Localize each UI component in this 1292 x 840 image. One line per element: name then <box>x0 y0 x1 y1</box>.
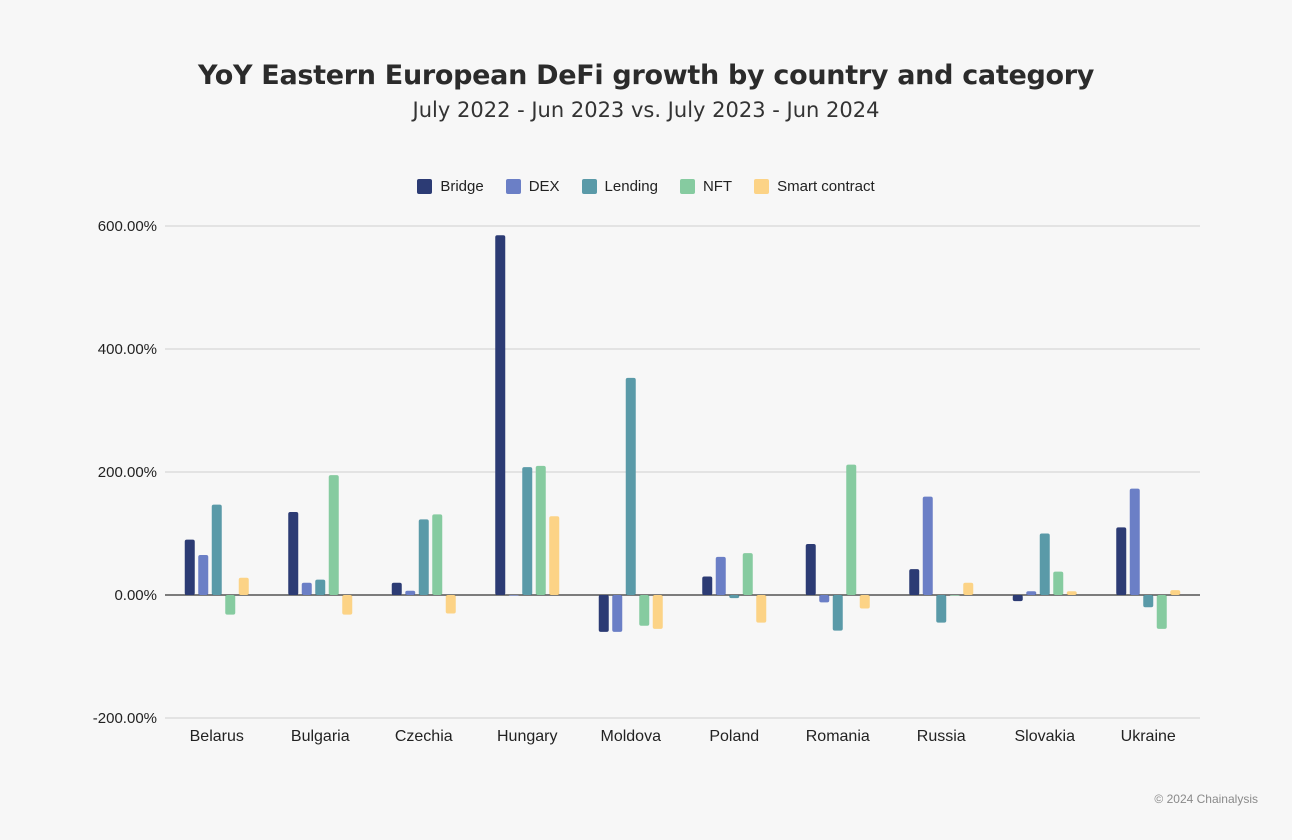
bar-nft-romania <box>846 464 857 595</box>
x-tick-label: Poland <box>709 728 759 745</box>
bar-nft-russia <box>949 595 960 596</box>
bar-bridge-moldova <box>598 595 609 632</box>
bar-dex-slovakia <box>1026 591 1037 595</box>
x-tick-label: Romania <box>806 728 870 745</box>
bar-bridge-russia <box>909 569 920 595</box>
y-tick-label: 400.00% <box>98 341 157 358</box>
x-tick-label: Belarus <box>190 728 244 745</box>
bar-lending-poland <box>729 595 740 599</box>
legend-swatch <box>581 179 597 194</box>
bar-dex-poland <box>715 556 726 595</box>
bar-lending-slovakia <box>1039 533 1050 595</box>
bar-lending-belarus <box>211 504 222 595</box>
bar-nft-moldova <box>639 595 650 626</box>
x-tick-label: Hungary <box>497 728 557 745</box>
bar-bridge-bulgaria <box>288 511 299 595</box>
copyright-text: © 2024 Chainalysis <box>1154 792 1258 806</box>
bar-dex-belarus <box>198 555 209 595</box>
legend-swatch <box>505 179 521 194</box>
bar-dex-moldova <box>612 595 623 632</box>
legend-item: NFT <box>679 178 733 195</box>
x-tick-label: Slovakia <box>1015 728 1076 745</box>
y-tick-label: 600.00% <box>98 218 157 235</box>
chart-subtitle: July 2022 - Jun 2023 vs. July 2023 - Jun… <box>412 98 880 122</box>
bar-nft-poland <box>742 553 753 595</box>
bar-bridge-ukraine <box>1116 527 1127 595</box>
bar-lending-romania <box>832 595 843 631</box>
legend-label: NFT <box>702 178 733 195</box>
bar-smart-contract-hungary <box>549 516 560 595</box>
bar-bridge-hungary <box>495 235 506 595</box>
legend-item: Lending <box>581 178 658 195</box>
legend-label: DEX <box>528 178 560 195</box>
bar-smart-contract-ukraine <box>1170 590 1181 595</box>
bar-nft-slovakia <box>1053 571 1064 595</box>
bar-smart-contract-russia <box>963 582 974 595</box>
legend-label: Bridge <box>440 178 484 195</box>
legend-swatch <box>417 179 433 194</box>
y-tick-label: 0.00% <box>114 587 157 604</box>
y-tick-label: 200.00% <box>98 464 157 481</box>
legend-label: Lending <box>604 178 658 195</box>
bar-lending-moldova <box>625 377 636 595</box>
y-tick-label: -200.00% <box>93 710 157 727</box>
bar-smart-contract-bulgaria <box>342 595 353 615</box>
bar-smart-contract-romania <box>859 595 870 609</box>
bar-bridge-belarus <box>184 539 195 595</box>
bar-dex-russia <box>922 496 933 595</box>
bar-smart-contract-slovakia <box>1066 591 1077 595</box>
x-tick-label: Czechia <box>395 728 453 745</box>
bar-lending-russia <box>936 595 947 623</box>
legend-item: Smart contract <box>754 178 875 195</box>
bar-nft-hungary <box>535 465 546 595</box>
legend-swatch <box>754 179 770 194</box>
bar-lending-ukraine <box>1143 595 1154 608</box>
bar-bridge-poland <box>702 576 713 595</box>
bar-nft-bulgaria <box>328 475 339 595</box>
bar-smart-contract-belarus <box>238 577 249 595</box>
legend-item: Bridge <box>417 178 484 195</box>
bar-dex-czechia <box>405 590 416 595</box>
bar-lending-hungary <box>522 467 533 595</box>
legend-item: DEX <box>505 178 560 195</box>
legend-label: Smart contract <box>777 178 875 195</box>
legend: Bridge DEX Lending NFT Smart contract <box>0 178 1292 195</box>
bar-lending-czechia <box>418 519 429 595</box>
bar-lending-bulgaria <box>315 579 326 595</box>
bar-smart-contract-moldova <box>652 595 663 629</box>
bar-dex-ukraine <box>1129 488 1140 595</box>
bar-smart-contract-poland <box>756 595 767 623</box>
x-tick-label: Moldova <box>601 728 662 745</box>
bar-bridge-czechia <box>391 582 402 595</box>
x-tick-label: Russia <box>917 728 966 745</box>
x-tick-label: Ukraine <box>1121 728 1176 745</box>
bar-bridge-romania <box>805 543 816 595</box>
x-tick-label: Bulgaria <box>291 728 350 745</box>
bar-dex-bulgaria <box>301 582 312 595</box>
bar-bridge-slovakia <box>1012 595 1023 602</box>
chart-title: YoY Eastern European DeFi growth by coun… <box>197 60 1095 91</box>
bar-dex-romania <box>819 595 830 603</box>
bar-nft-belarus <box>225 595 236 615</box>
bar-nft-ukraine <box>1156 595 1167 629</box>
bar-smart-contract-czechia <box>445 595 456 614</box>
legend-swatch <box>679 179 695 194</box>
bar-nft-czechia <box>432 514 443 595</box>
bar-dex-hungary <box>508 595 519 596</box>
